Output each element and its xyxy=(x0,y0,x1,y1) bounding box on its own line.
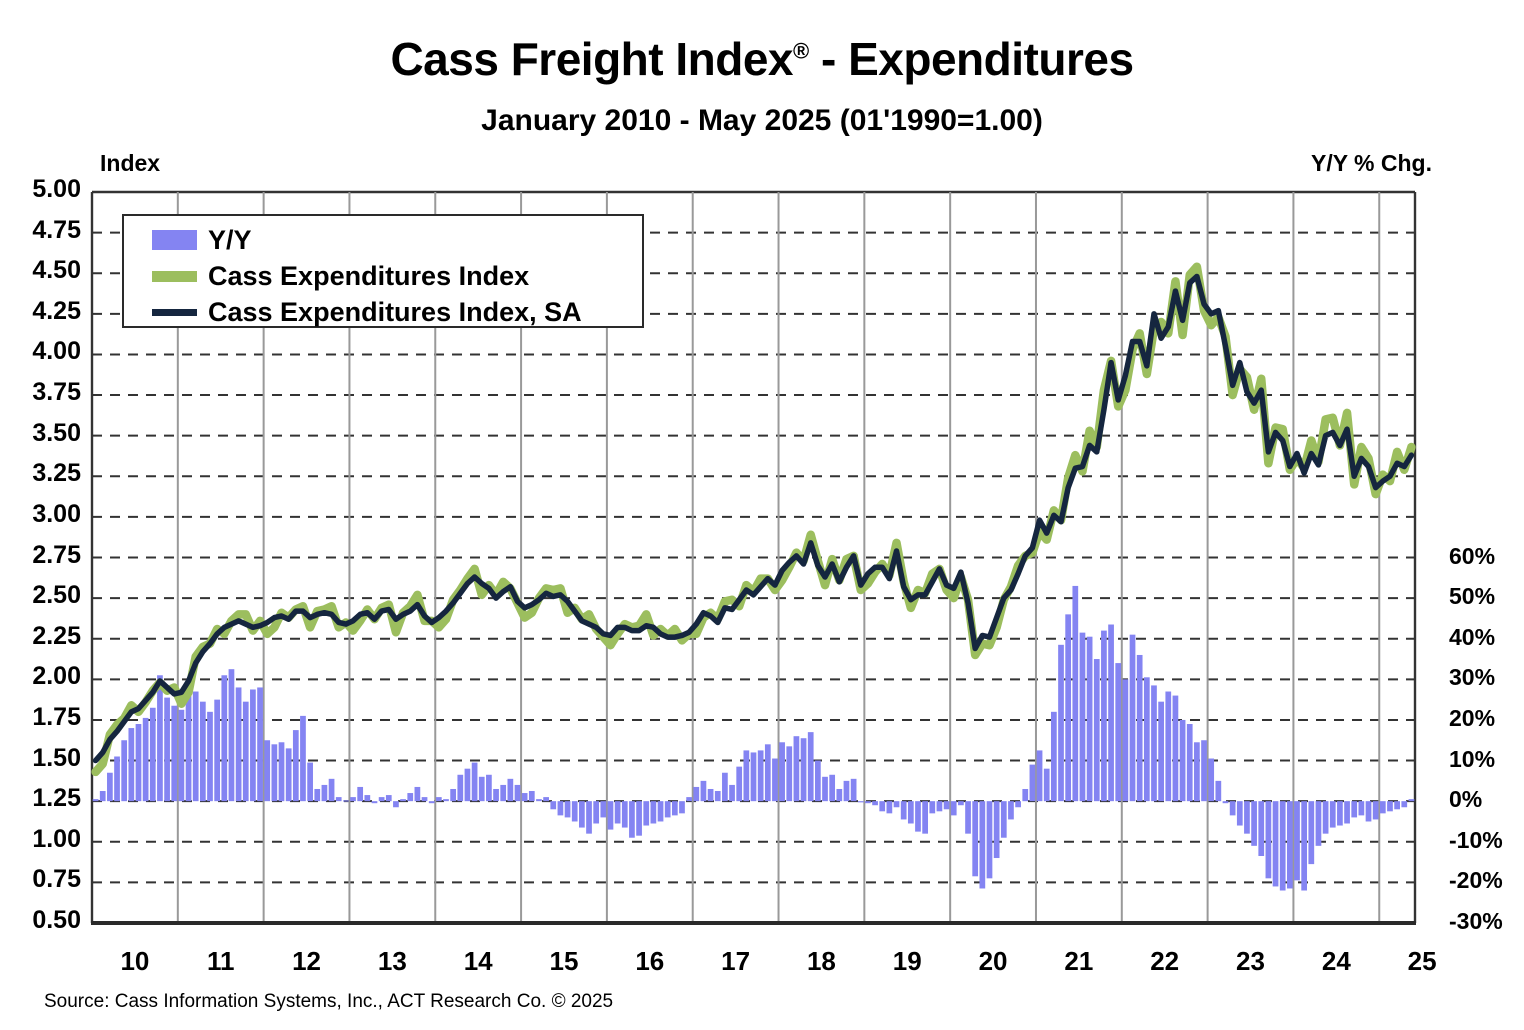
source-note: Source: Cass Information Systems, Inc., … xyxy=(44,991,614,1012)
left-axis-tick-label: 3.75 xyxy=(32,378,81,407)
left-axis-tick-label: 0.75 xyxy=(32,865,81,894)
chart-legend: Y/Y Cass Expenditures Index Cass Expendi… xyxy=(122,214,644,328)
left-axis-tick-label: 5.00 xyxy=(32,175,81,203)
left-axis-caption: Index xyxy=(100,150,161,176)
x-axis-tick-label: 15 xyxy=(549,946,579,976)
left-axis-tick-label: 1.00 xyxy=(32,824,81,853)
legend-item-yy: Y/Y xyxy=(152,222,642,258)
left-axis-tick-label: 4.00 xyxy=(32,337,81,366)
right-axis-tick-label: -10% xyxy=(1449,826,1503,853)
left-axis-tick-label: 1.75 xyxy=(32,702,81,731)
right-axis-tick-label: 20% xyxy=(1449,704,1496,731)
page-subtitle: January 2010 - May 2025 (01'1990=1.00) xyxy=(481,104,1043,137)
legend-label-index: Cass Expenditures Index xyxy=(208,260,530,291)
right-axis-tick-label: 0% xyxy=(1449,786,1483,813)
title-main-text: Cass Freight Index xyxy=(390,33,794,85)
left-axis-tick-label: 3.50 xyxy=(32,418,81,447)
left-axis-tick-label: 1.25 xyxy=(32,784,81,813)
x-axis-tick-label: 13 xyxy=(377,946,407,976)
right-axis-tick-label: 30% xyxy=(1449,664,1496,691)
x-axis-tick-label: 24 xyxy=(1321,946,1351,976)
x-axis-tick-label: 11 xyxy=(206,946,235,976)
x-axis-tick-label: 20 xyxy=(978,946,1008,976)
right-axis-caption: Y/Y % Chg. xyxy=(1311,150,1432,176)
left-axis-tick-label: 4.75 xyxy=(32,215,81,244)
x-axis-tick-label: 22 xyxy=(1150,946,1180,976)
x-axis-tick-label: 19 xyxy=(892,946,922,976)
left-axis-tick-label: 3.25 xyxy=(32,459,81,488)
x-axis-tick-label: 10 xyxy=(120,946,150,976)
legend-label-yy: Y/Y xyxy=(208,224,252,255)
title-tail-text: - Expenditures xyxy=(808,33,1134,85)
right-axis-tick-label: 10% xyxy=(1449,745,1496,772)
legend-swatch-bar-icon xyxy=(152,230,197,250)
left-axis-tick-label: 2.75 xyxy=(32,540,81,569)
x-axis-tick-label: 14 xyxy=(463,946,493,976)
left-axis-tick-label: 0.50 xyxy=(32,906,81,934)
x-axis-tick-label: 25 xyxy=(1407,946,1437,976)
legend-item-index-sa: Cass Expenditures Index, SA xyxy=(152,294,642,330)
page-title: Cass Freight Index® - Expenditures xyxy=(0,32,1524,86)
left-axis-tick-label: 3.00 xyxy=(32,499,81,528)
right-axis-tick-label: 60% xyxy=(1449,542,1496,569)
left-axis-tick-label: 2.50 xyxy=(32,581,81,610)
right-axis-tick-label: -30% xyxy=(1449,908,1503,934)
legend-label-index-sa: Cass Expenditures Index, SA xyxy=(208,296,582,327)
legend-item-index: Cass Expenditures Index xyxy=(152,258,642,294)
left-axis-tick-label: 2.00 xyxy=(32,662,81,691)
left-axis-tick-label: 1.50 xyxy=(32,743,81,772)
right-axis-tick-label: 50% xyxy=(1449,583,1496,610)
x-axis-tick-label: 18 xyxy=(806,946,836,976)
x-axis-tick-label: 17 xyxy=(721,946,751,976)
left-axis-tick-label: 2.25 xyxy=(32,621,81,650)
left-axis-tick-label: 4.25 xyxy=(32,296,81,325)
x-axis-tick-label: 21 xyxy=(1064,946,1094,976)
right-axis-tick-label: 40% xyxy=(1449,623,1496,650)
x-axis-tick-label: 16 xyxy=(635,946,665,976)
right-axis-tick-label: -20% xyxy=(1449,867,1503,894)
legend-swatch-green-line-icon xyxy=(152,270,197,282)
x-axis-tick-label: 12 xyxy=(292,946,321,976)
x-axis-tick-label: 23 xyxy=(1236,946,1265,976)
legend-swatch-navy-line-icon xyxy=(152,308,197,316)
left-axis-tick-label: 4.50 xyxy=(32,256,81,285)
registered-trademark-icon: ® xyxy=(793,38,809,64)
